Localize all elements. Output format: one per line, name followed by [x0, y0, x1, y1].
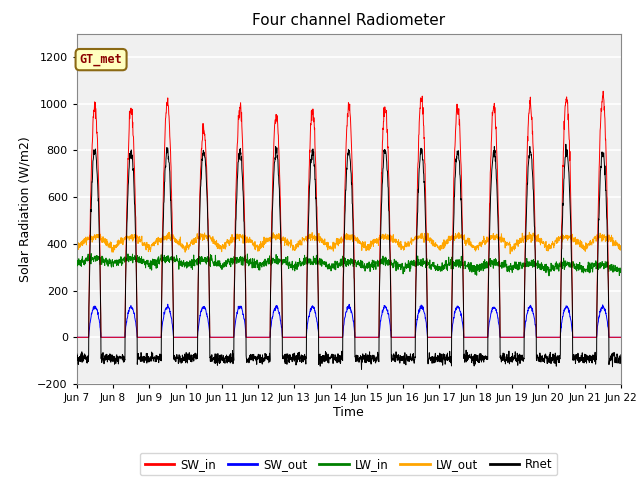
Rnet	[73, 351, 81, 357]
Line: SW_in: SW_in	[77, 91, 621, 337]
Rnet	[225, 356, 232, 361]
LW_in	[87, 251, 95, 256]
SW_in	[569, 335, 577, 340]
LW_in	[617, 267, 625, 273]
Line: LW_out: LW_out	[77, 232, 621, 254]
SW_in	[376, 234, 384, 240]
Title: Four channel Radiometer: Four channel Radiometer	[252, 13, 445, 28]
LW_in	[545, 273, 553, 279]
LW_in	[376, 261, 384, 266]
Line: LW_in: LW_in	[77, 253, 621, 276]
Rnet	[358, 366, 365, 372]
LW_out	[506, 251, 514, 257]
LW_in	[584, 259, 592, 265]
Line: SW_out: SW_out	[77, 304, 621, 337]
SW_in	[225, 335, 232, 340]
Legend: SW_in, SW_out, LW_in, LW_out, Rnet: SW_in, SW_out, LW_in, LW_out, Rnet	[140, 453, 557, 475]
Rnet	[617, 352, 625, 358]
Rnet	[376, 242, 384, 248]
SW_out	[507, 335, 515, 340]
LW_out	[376, 233, 384, 239]
SW_out	[225, 335, 232, 340]
X-axis label: Time: Time	[333, 406, 364, 419]
LW_out	[507, 246, 515, 252]
LW_out	[570, 239, 577, 245]
LW_out	[617, 247, 625, 252]
Line: Rnet: Rnet	[77, 144, 621, 369]
SW_in	[73, 335, 81, 340]
Y-axis label: Solar Radiation (W/m2): Solar Radiation (W/m2)	[19, 136, 32, 282]
SW_out	[617, 335, 625, 340]
LW_out	[584, 242, 592, 248]
SW_in	[584, 335, 591, 340]
Rnet	[365, 356, 372, 361]
LW_in	[225, 256, 232, 262]
LW_out	[73, 244, 81, 250]
SW_out	[584, 335, 592, 340]
LW_out	[365, 245, 372, 251]
LW_in	[365, 265, 372, 271]
LW_in	[73, 261, 81, 266]
SW_out	[365, 335, 372, 340]
SW_in	[599, 88, 607, 94]
SW_in	[617, 335, 625, 340]
SW_out	[73, 335, 81, 340]
Text: GT_met: GT_met	[80, 53, 122, 66]
LW_out	[525, 229, 533, 235]
Rnet	[570, 356, 577, 362]
Rnet	[507, 359, 515, 365]
LW_in	[507, 267, 515, 273]
Rnet	[584, 353, 592, 359]
SW_out	[376, 318, 384, 324]
Rnet	[562, 142, 570, 147]
SW_in	[507, 335, 515, 340]
LW_in	[570, 263, 577, 269]
LW_out	[225, 241, 232, 247]
SW_out	[164, 301, 172, 307]
SW_in	[365, 335, 372, 340]
SW_out	[569, 335, 577, 340]
